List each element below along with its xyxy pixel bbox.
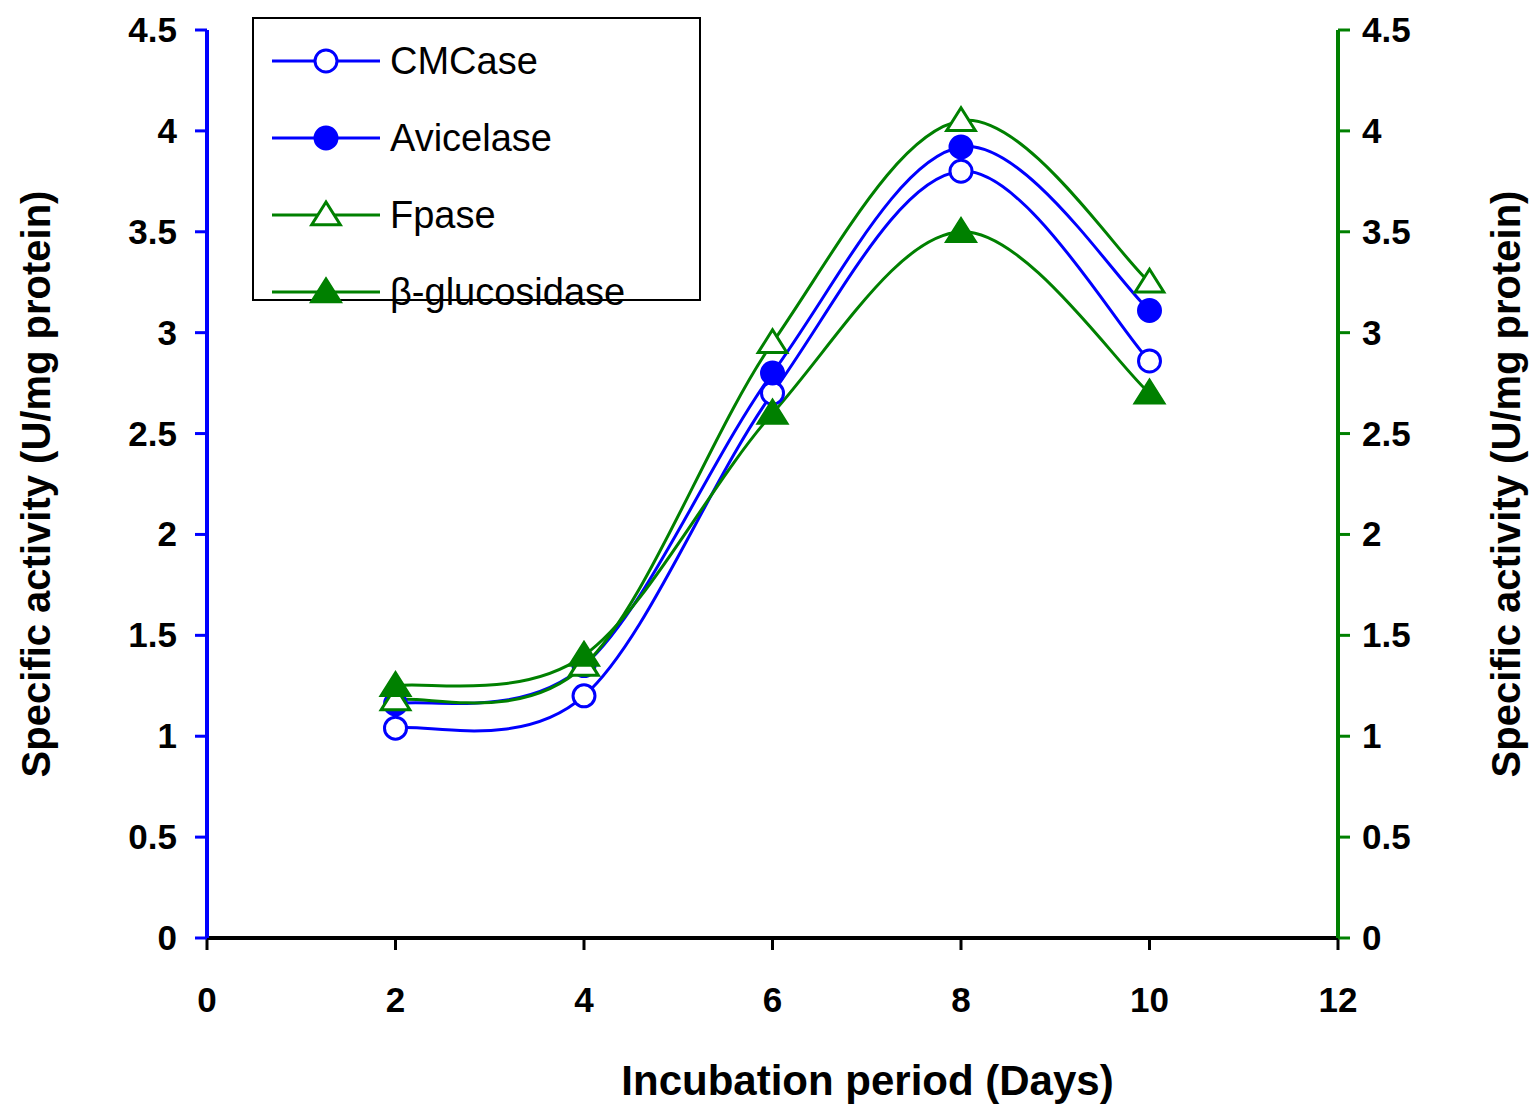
y-tick <box>195 836 207 839</box>
data-point <box>570 643 599 666</box>
x-tick-label: 4 <box>574 980 594 1019</box>
y2-tick-label: 1.5 <box>1362 615 1411 654</box>
y-tick-label: 3 <box>158 313 177 352</box>
y-tick-label: 4 <box>158 111 178 150</box>
x-tick-label: 0 <box>197 980 216 1019</box>
y2-tick-label: 0.5 <box>1362 817 1411 856</box>
chart: 02468101200.511.522.533.544.500.511.522.… <box>0 0 1534 1111</box>
y2-tick <box>1338 735 1350 738</box>
x-tick-label: 10 <box>1130 980 1169 1019</box>
y2-tick <box>1338 230 1350 233</box>
data-point <box>385 717 407 739</box>
y-tick-label: 2.5 <box>128 414 177 453</box>
y2-tick-label: 0 <box>1362 918 1381 957</box>
y-tick <box>195 634 207 637</box>
legend-label: Avicelase <box>390 117 552 159</box>
y2-tick <box>1338 533 1350 536</box>
y2-tick <box>1338 331 1350 334</box>
legend-marker <box>312 279 341 302</box>
y2-tick <box>1338 432 1350 435</box>
legend-label: CMCase <box>390 40 538 82</box>
y2-tick-label: 4 <box>1362 111 1382 150</box>
y2-tick <box>1338 129 1350 132</box>
data-point <box>950 160 972 182</box>
y2-tick <box>1338 634 1350 637</box>
x-tick <box>583 938 586 950</box>
y-tick-label: 3.5 <box>128 212 177 251</box>
y-tick <box>195 735 207 738</box>
data-point <box>1139 350 1161 372</box>
data-point <box>381 673 410 696</box>
data-point <box>762 362 784 384</box>
data-point <box>573 685 595 707</box>
data-point <box>758 400 787 423</box>
legend-label: Fpase <box>390 194 496 236</box>
x-tick <box>960 938 963 950</box>
x-tick-label: 6 <box>763 980 782 1019</box>
x-tick-label: 12 <box>1319 980 1358 1019</box>
y-axis <box>205 30 209 938</box>
x-tick <box>1337 938 1340 950</box>
legend-label: β-glucosidase <box>390 271 625 313</box>
y-tick <box>195 331 207 334</box>
y2-tick <box>1338 937 1350 940</box>
x-tick <box>1148 938 1151 950</box>
data-point <box>1135 380 1164 403</box>
y-tick <box>195 29 207 32</box>
y-tick-label: 2 <box>158 514 177 553</box>
legend-marker <box>315 127 337 149</box>
y-tick-label: 0.5 <box>128 817 177 856</box>
y2-axis-label: Specific activity (U/mg protein) <box>1484 191 1528 778</box>
y2-tick-label: 2 <box>1362 514 1381 553</box>
x-tick <box>771 938 774 950</box>
y-tick-label: 1 <box>158 716 177 755</box>
data-point <box>947 108 976 131</box>
y-tick <box>195 937 207 940</box>
data-point <box>950 136 972 158</box>
y-tick-label: 0 <box>158 918 177 957</box>
data-point <box>947 219 976 242</box>
y-tick-label: 4.5 <box>128 10 177 49</box>
y2-tick-label: 2.5 <box>1362 414 1411 453</box>
x-tick <box>206 938 209 950</box>
x-tick-label: 8 <box>951 980 970 1019</box>
y2-axis <box>1336 30 1340 938</box>
legend-box <box>253 18 700 300</box>
y-tick <box>195 432 207 435</box>
y-tick <box>195 129 207 132</box>
data-point <box>1135 269 1164 292</box>
y-tick <box>195 533 207 536</box>
x-tick <box>394 938 397 950</box>
x-tick-label: 2 <box>386 980 405 1019</box>
x-axis-label: Incubation period (Days) <box>621 1057 1113 1104</box>
y-tick-label: 1.5 <box>128 615 177 654</box>
legend-marker <box>315 50 337 72</box>
data-point <box>758 330 787 353</box>
y2-tick <box>1338 836 1350 839</box>
y2-tick <box>1338 29 1350 32</box>
y2-tick-label: 3.5 <box>1362 212 1411 251</box>
y-tick <box>195 230 207 233</box>
legend: CMCase Avicelase Fpase β-glucosidase <box>253 18 700 313</box>
y2-tick-label: 3 <box>1362 313 1381 352</box>
y-axis-label: Specific activity (U/mg protein) <box>14 191 58 778</box>
y2-tick-label: 4.5 <box>1362 10 1411 49</box>
legend-marker <box>312 202 341 225</box>
y2-tick-label: 1 <box>1362 716 1381 755</box>
data-point <box>1139 299 1161 321</box>
